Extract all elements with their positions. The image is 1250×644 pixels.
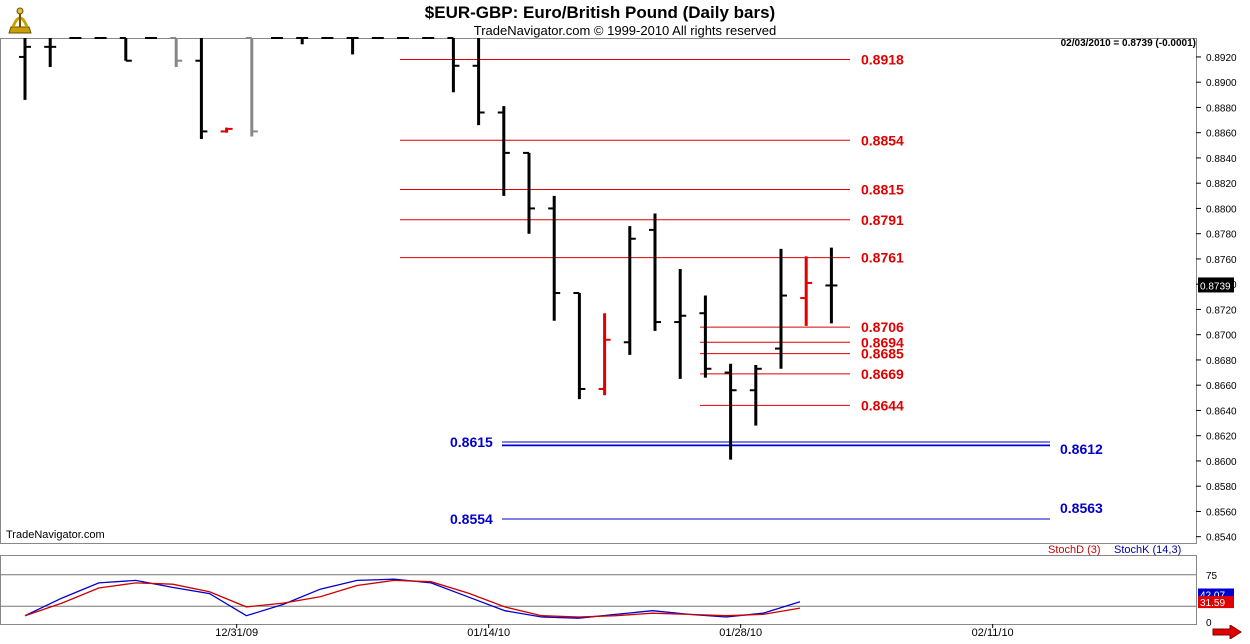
- fib-level-label: 0.8918: [861, 51, 904, 67]
- ohlc-bar: [296, 37, 309, 45]
- price-readout: 02/03/2010 = 0.8739 (-0.0001): [1060, 38, 1196, 49]
- support-level-label-left: 0.8615: [450, 434, 493, 450]
- ohlc-bar: [699, 295, 712, 378]
- ohlc-bar: [623, 226, 636, 355]
- ohlc-bar: [724, 363, 737, 460]
- fib-level-label: 0.8685: [861, 346, 904, 362]
- x-tick-label: 12/31/09: [215, 627, 258, 639]
- support-level-label-right: 0.8612: [1060, 441, 1103, 457]
- y-tick-label: 0.8720: [1206, 305, 1237, 316]
- y-tick-label: 0.8680: [1206, 356, 1237, 367]
- y-tick-label: 0.8840: [1206, 154, 1237, 165]
- last-price-label: 0.8739: [1200, 281, 1231, 292]
- ohlc-bar: [119, 37, 132, 62]
- y-tick-label: 0.8820: [1206, 179, 1237, 190]
- x-tick-label: 01/28/10: [719, 627, 762, 639]
- y-tick-label: 0.8580: [1206, 482, 1237, 493]
- ohlc-bar: [397, 37, 409, 39]
- y-tick-label: 0.8920: [1206, 53, 1237, 64]
- y-tick-label: 0.8540: [1206, 533, 1237, 544]
- sextant-icon: [3, 3, 37, 42]
- ohlc-bar: [447, 37, 460, 93]
- ohlc-bar: [195, 38, 208, 139]
- fib-level-label: 0.8669: [861, 366, 904, 382]
- ohlc-bar: [422, 37, 435, 39]
- oscillator-tick-label: 0: [1206, 618, 1212, 629]
- y-tick-label: 0.8860: [1206, 129, 1237, 140]
- stochK-legend: StochK (14,3): [1114, 544, 1182, 556]
- y-tick-label: 0.8600: [1206, 457, 1237, 468]
- y-tick-label: 0.8880: [1206, 103, 1237, 114]
- fib-level-label: 0.8706: [861, 319, 904, 335]
- y-tick-label: 0.8660: [1206, 381, 1237, 392]
- oscillator-series-line: [24, 578, 801, 619]
- chart-title: $EUR-GBP: Euro/British Pound (Daily bars…: [424, 3, 776, 22]
- y-tick-label: 0.8800: [1206, 204, 1237, 215]
- ohlc-bar: [523, 151, 535, 234]
- stochD-value-label: 31.59: [1200, 598, 1225, 609]
- y-tick-label: 0.8780: [1206, 230, 1237, 241]
- ohlc-bar: [800, 256, 813, 326]
- ohlc-bar: [674, 269, 687, 379]
- fib-level-label: 0.8761: [861, 250, 904, 266]
- fib-level-label: 0.8694: [861, 334, 904, 350]
- oscillator-panel-frame: [0, 555, 1197, 625]
- ohlc-bar: [346, 37, 359, 55]
- chart-subtitle: TradeNavigator.com © 1999-2010 All right…: [473, 23, 777, 38]
- ohlc-bar: [497, 106, 510, 196]
- fib-level-label: 0.8791: [861, 212, 904, 228]
- right-arrow-icon[interactable]: [1212, 624, 1242, 644]
- ohlc-bar: [220, 127, 233, 133]
- stochK-value-label: 42.07: [1200, 590, 1225, 601]
- ohlc-bar: [145, 37, 157, 39]
- stochD-legend: StochD (3): [1048, 544, 1101, 556]
- ohlc-bar: [94, 37, 107, 39]
- oscillator-series-line: [24, 579, 801, 618]
- x-tick-label: 01/14/10: [467, 627, 510, 639]
- y-tick-label: 0.8900: [1206, 78, 1237, 89]
- ohlc-bar: [170, 37, 183, 68]
- ohlc-bar: [775, 248, 787, 369]
- ohlc-bar: [825, 247, 838, 324]
- ohlc-bar: [649, 213, 661, 331]
- oscillator-tick-label: 75: [1206, 571, 1218, 582]
- ohlc-bar: [271, 37, 283, 39]
- ohlc-bar: [749, 364, 762, 426]
- ohlc-bar: [472, 38, 485, 126]
- support-level-label-left: 0.8554: [450, 511, 493, 527]
- y-tick-label: 0.8620: [1206, 432, 1237, 443]
- x-tick-label: 02/11/10: [972, 627, 1014, 639]
- y-tick-label: 0.8760: [1206, 255, 1237, 266]
- main-panel-frame: [0, 38, 1197, 544]
- ohlc-bar: [321, 37, 334, 39]
- ohlc-bar: [69, 37, 82, 39]
- fib-level-label: 0.8815: [861, 182, 904, 198]
- ohlc-bar: [245, 37, 258, 137]
- watermark: TradeNavigator.com: [6, 529, 105, 541]
- y-tick-label: 0.8640: [1206, 406, 1237, 417]
- support-level-label-right: 0.8563: [1060, 500, 1103, 516]
- ohlc-bar: [44, 38, 57, 68]
- stochD-value-box: [1198, 596, 1234, 609]
- ohlc-bar: [598, 313, 611, 396]
- y-tick-label: 0.8700: [1206, 331, 1237, 342]
- ohlc-bar: [19, 38, 31, 100]
- ohlc-bar: [371, 37, 384, 39]
- y-tick-label: 0.8560: [1206, 507, 1237, 518]
- fib-level-label: 0.8854: [861, 132, 904, 148]
- fib-level-label: 0.8644: [861, 397, 904, 413]
- last-price-box: [1198, 277, 1234, 293]
- ohlc-bar: [573, 292, 586, 400]
- ohlc-bar: [548, 195, 561, 321]
